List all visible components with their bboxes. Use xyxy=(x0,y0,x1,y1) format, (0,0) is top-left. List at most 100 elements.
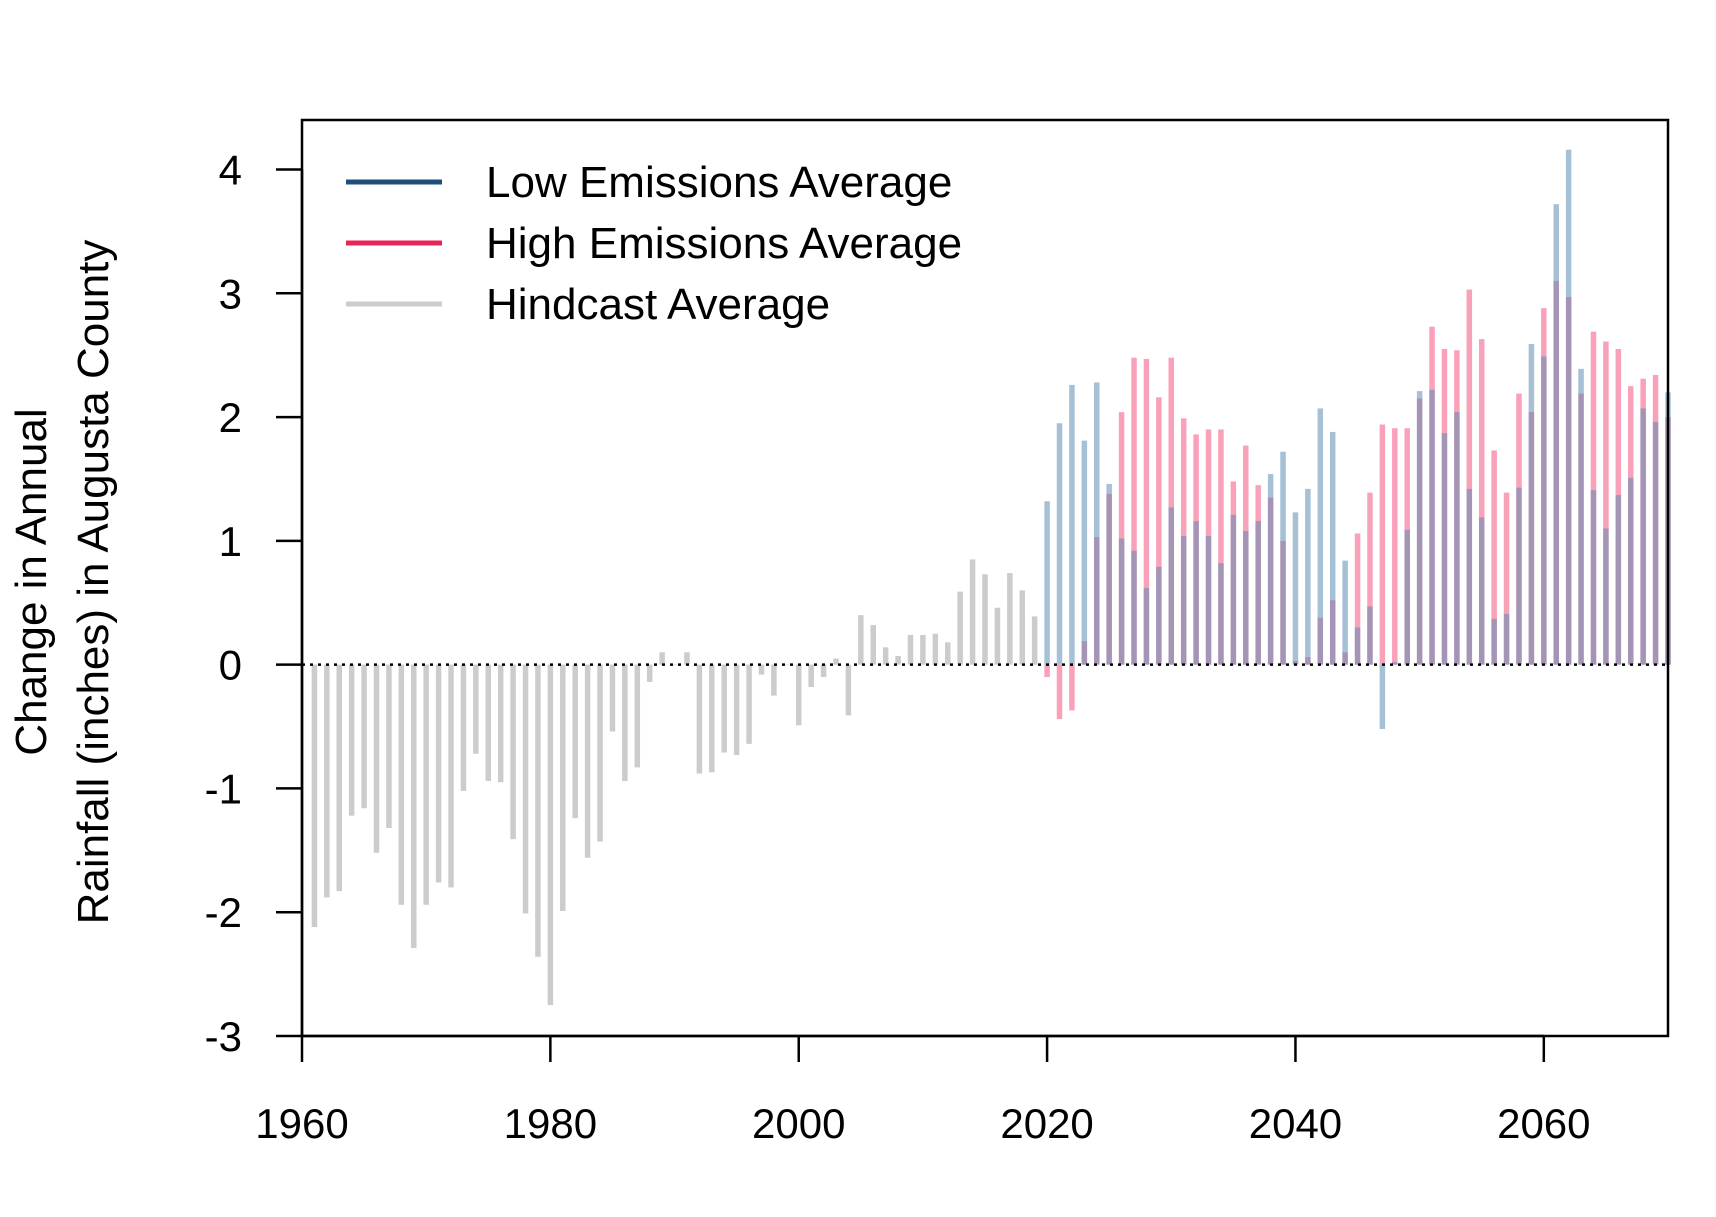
hindcast-bar-1984 xyxy=(597,664,603,842)
hindcast-bar-1963 xyxy=(336,664,342,892)
high-bar-2055 xyxy=(1478,339,1485,665)
hindcast-bar-1981 xyxy=(560,664,566,911)
y-tick-label--3: -3 xyxy=(205,1013,242,1060)
low-bar-2032 xyxy=(1193,521,1199,665)
low-bar-2044 xyxy=(1342,560,1348,665)
x-tick-label-2020: 2020 xyxy=(1000,1100,1093,1147)
hindcast-bar-1975 xyxy=(485,664,492,782)
low-bar-2031 xyxy=(1180,535,1187,665)
y-axis-label-line-1: Change in Annual xyxy=(7,408,56,755)
hindcast-bar-2004 xyxy=(845,664,852,716)
legend-label-1: Low Emissions Average xyxy=(486,158,952,207)
x-tick-label-2060: 2060 xyxy=(1497,1100,1590,1147)
low-bar-2069 xyxy=(1652,422,1659,665)
low-bar-2036 xyxy=(1243,530,1249,665)
hindcast-bar-1970 xyxy=(423,664,429,905)
low-bar-2023 xyxy=(1081,440,1088,665)
low-bar-2039 xyxy=(1280,451,1286,665)
low-bar-2042 xyxy=(1317,408,1324,665)
low-bar-2035 xyxy=(1230,514,1237,665)
legend-label-2: High Emissions Average xyxy=(486,219,962,268)
hindcast-bar-1968 xyxy=(398,664,405,905)
hindcast-bar-1993 xyxy=(709,664,715,773)
hindcast-bar-2011 xyxy=(932,633,939,665)
hindcast-bar-1998 xyxy=(771,664,777,696)
high-bar-2029 xyxy=(1156,397,1162,665)
high-bar-2034 xyxy=(1218,429,1224,665)
low-bar-2055 xyxy=(1478,517,1485,665)
hindcast-bar-1992 xyxy=(696,664,703,774)
y-tick-label-1: 1 xyxy=(219,518,242,565)
hindcast-bar-2010 xyxy=(920,634,926,665)
y-tick-label-2: 2 xyxy=(219,394,242,441)
hindcast-bar-1996 xyxy=(746,664,752,744)
low-bar-2053 xyxy=(1454,412,1460,665)
legend-label-3: Hindcast Average xyxy=(486,280,830,329)
low-bar-2065 xyxy=(1603,528,1609,665)
low-bar-2033 xyxy=(1205,535,1212,665)
high-bar-2065 xyxy=(1603,341,1609,665)
hindcast-bar-1962 xyxy=(324,664,330,898)
low-bar-2041 xyxy=(1305,488,1311,665)
hindcast-bar-1999 xyxy=(783,664,790,666)
hindcast-bar-2012 xyxy=(945,642,951,665)
hindcast-bar-2019 xyxy=(1031,616,1038,665)
hindcast-bar-1995 xyxy=(733,664,740,756)
hindcast-bar-1990 xyxy=(671,664,678,666)
low-bar-2064 xyxy=(1590,490,1597,665)
hindcast-bar-2017 xyxy=(1007,573,1013,665)
hindcast-bars xyxy=(311,559,1038,1006)
x-tick-label-1980: 1980 xyxy=(504,1100,597,1147)
x-tick-label-1960: 1960 xyxy=(255,1100,348,1147)
x-axis: 1960 1980 2000 2020 2040 2060 xyxy=(255,1034,1591,1147)
hindcast-bar-2007 xyxy=(882,647,889,665)
high-bar-2046 xyxy=(1367,492,1373,665)
low-bar-2067 xyxy=(1628,477,1634,665)
legend: Low Emissions Average High Emissions Aver… xyxy=(346,158,962,329)
hindcast-bar-1964 xyxy=(348,664,355,816)
y-tick-label-0: 0 xyxy=(219,642,242,689)
high-bar-2020 xyxy=(1044,664,1050,678)
low-bar-2034 xyxy=(1218,563,1224,665)
y-axis-label-line-2: Rainfall (inches) in Augusta County xyxy=(69,240,118,925)
low-bar-2025 xyxy=(1106,483,1112,665)
low-bar-2051 xyxy=(1429,389,1435,665)
high-bar-2056 xyxy=(1491,450,1497,665)
hindcast-bar-1985 xyxy=(609,664,616,732)
high-bar-2048 xyxy=(1392,428,1398,665)
y-tick-label-4: 4 xyxy=(219,147,242,194)
hindcast-bar-1976 xyxy=(497,664,504,783)
hindcast-bar-1961 xyxy=(311,664,318,928)
low-bar-2050 xyxy=(1416,391,1423,665)
low-bar-2047 xyxy=(1379,664,1386,730)
low-bar-2030 xyxy=(1168,507,1175,665)
hindcast-bar-1997 xyxy=(758,664,765,675)
low-emissions-bars xyxy=(1044,149,1671,730)
low-bar-2059 xyxy=(1528,344,1535,665)
high-bar-2045 xyxy=(1354,533,1361,665)
high-bar-2022 xyxy=(1069,664,1075,711)
hindcast-bar-1988 xyxy=(646,664,653,682)
high-bar-2027 xyxy=(1131,357,1137,665)
hindcast-bar-2013 xyxy=(957,591,963,665)
hindcast-bar-2015 xyxy=(982,574,988,665)
hindcast-bar-2001 xyxy=(808,664,814,687)
high-bar-2057 xyxy=(1503,492,1510,665)
low-bar-2020 xyxy=(1044,501,1050,665)
hindcast-bar-1979 xyxy=(535,664,541,957)
hindcast-bar-1982 xyxy=(572,664,578,819)
low-bar-2037 xyxy=(1255,521,1261,665)
hindcast-bar-1971 xyxy=(435,664,442,883)
hindcast-bar-1994 xyxy=(721,664,727,753)
low-bar-2028 xyxy=(1143,587,1150,665)
high-bar-2028 xyxy=(1143,358,1150,665)
low-bar-2056 xyxy=(1491,618,1497,665)
hindcast-bar-1983 xyxy=(584,664,591,858)
y-axis: -3 -2 -1 0 1 2 3 4 xyxy=(205,147,304,1060)
hindcast-bar-1989 xyxy=(659,652,665,665)
hindcast-bar-1974 xyxy=(473,664,479,754)
low-bar-2024 xyxy=(1094,382,1100,665)
low-bar-2061 xyxy=(1553,204,1559,665)
